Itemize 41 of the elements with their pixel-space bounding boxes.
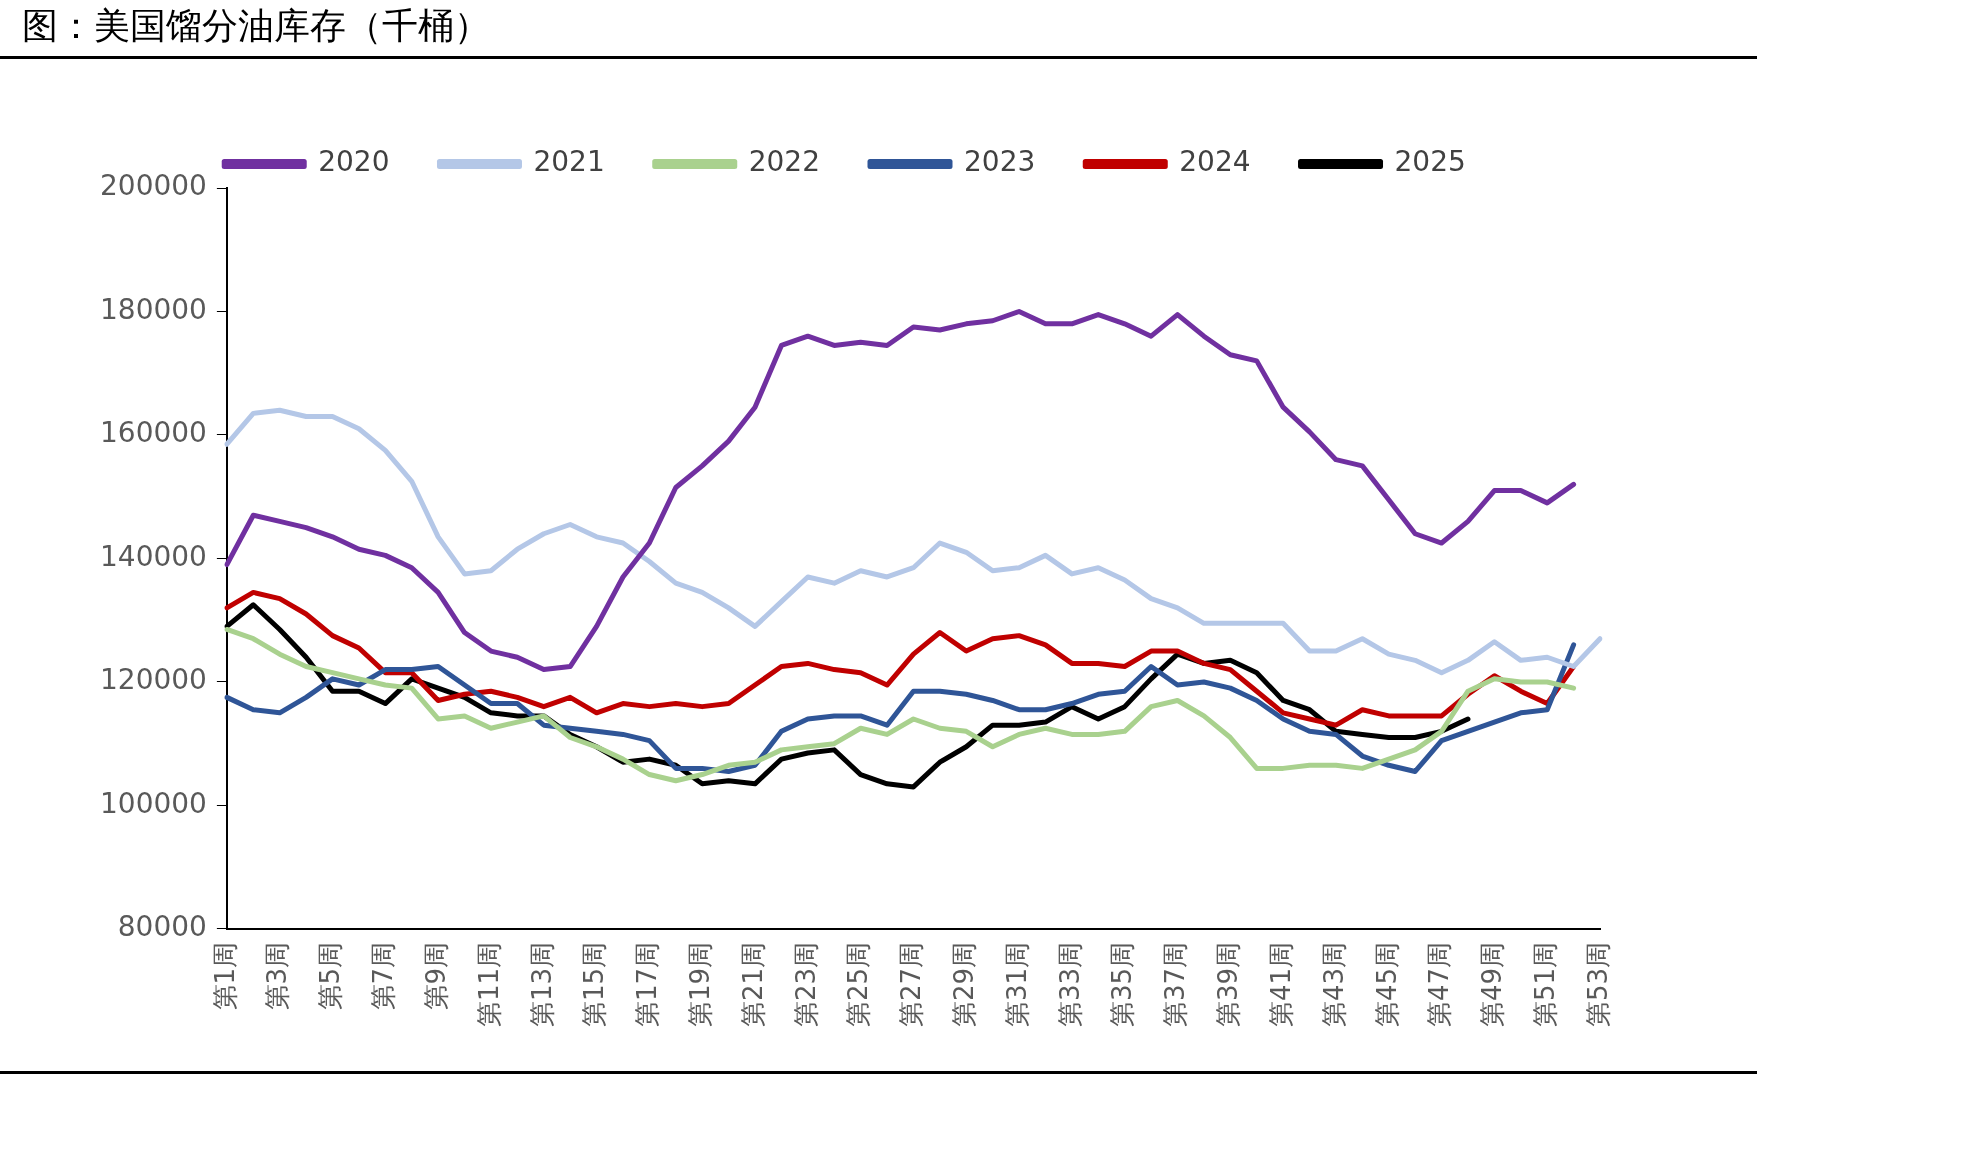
legend-label: 2020 [318,145,390,179]
x-tick-label: 第43周 [1318,941,1349,1028]
y-tick-label: 140000 [100,539,207,573]
x-tick-label: 第21周 [737,941,768,1028]
legend-label: 2022 [748,145,821,179]
y-tick-label: 80000 [117,910,207,944]
x-tick-label: 第15周 [579,941,610,1028]
x-tick-label: 第31周 [1001,941,1032,1028]
x-tick-label: 第49周 [1477,941,1508,1028]
x-tick-label: 第45周 [1371,941,1402,1028]
legend-label: 2025 [1394,145,1466,179]
x-tick-label: 第17周 [632,941,663,1028]
x-tick-label: 第19周 [684,941,715,1028]
x-tick-label: 第41周 [1265,941,1296,1028]
x-tick-label: 第35周 [1107,941,1138,1028]
y-tick-label: 100000 [100,786,207,820]
x-tick-label: 第23周 [790,941,821,1028]
chart-title: 图：美国馏分油库存（千桶） [22,4,490,48]
y-tick-label: 180000 [100,292,207,326]
x-tick-label: 第5周 [315,941,346,1011]
x-tick-label: 第11周 [473,941,504,1028]
x-tick-label: 第27周 [896,941,927,1028]
x-tick-label: 第7周 [368,941,399,1011]
legend-label: 2023 [964,145,1036,179]
x-tick-label: 第13周 [526,941,557,1028]
legend-label: 2021 [533,145,605,179]
x-tick-label: 第37周 [1160,941,1191,1028]
x-tick-label: 第39周 [1213,941,1244,1028]
y-tick-label: 120000 [100,663,207,697]
x-tick-label: 第33周 [1054,941,1085,1028]
x-tick-label: 第47周 [1424,941,1455,1028]
x-tick-label: 第9周 [420,941,451,1011]
x-tick-label: 第53周 [1582,941,1613,1028]
legend-label: 2024 [1179,145,1251,179]
x-tick-label: 第3周 [262,941,293,1011]
x-tick-label: 第51周 [1529,941,1560,1028]
x-tick-label: 第25周 [843,941,874,1028]
y-tick-label: 160000 [100,416,207,450]
y-tick-label: 200000 [100,169,207,203]
x-tick-label: 第1周 [209,941,240,1011]
x-tick-label: 第29周 [949,941,980,1028]
